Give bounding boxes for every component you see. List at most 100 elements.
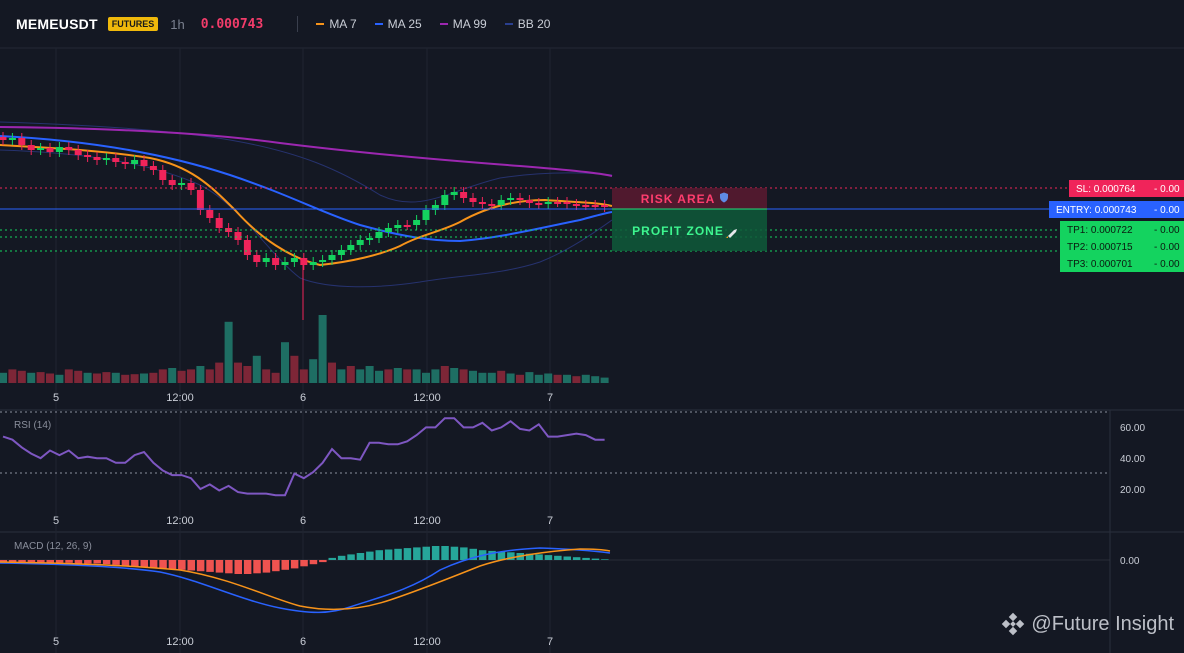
legend-label: MA 7 bbox=[329, 17, 357, 31]
volume-bar bbox=[393, 368, 402, 383]
ma7-swatch-icon bbox=[316, 23, 325, 25]
candle-body bbox=[497, 200, 505, 205]
macd-hist-bar bbox=[121, 560, 130, 566]
time-axis-rsi: 5 12:00 6 12:00 7 bbox=[53, 515, 553, 527]
time-label: 6 bbox=[300, 515, 306, 527]
volume-bar bbox=[553, 374, 562, 383]
volume-bar bbox=[64, 369, 73, 383]
tp3-label-text: TP3: 0.000701 bbox=[1067, 259, 1133, 270]
chart-header: MEMEUSDT FUTURES 1h 0.000743 MA 7 MA 25 … bbox=[0, 0, 1184, 48]
macd-hist-bar bbox=[8, 560, 17, 563]
binance-logo-icon bbox=[1002, 612, 1025, 636]
macd-hist-bar bbox=[375, 550, 383, 560]
rsi-tick: 60.00 bbox=[1120, 423, 1145, 434]
bb20-swatch-icon bbox=[504, 23, 513, 25]
macd-hist-bar bbox=[243, 560, 252, 574]
macd-hist-bar bbox=[563, 556, 571, 560]
interval-selector[interactable]: 1h bbox=[170, 16, 185, 32]
volume-bar bbox=[440, 366, 449, 383]
macd-hist-bar bbox=[206, 560, 214, 572]
volume-bar bbox=[271, 372, 280, 383]
time-label: 6 bbox=[300, 636, 306, 648]
candle-body bbox=[281, 262, 289, 265]
candle-body bbox=[253, 255, 261, 262]
volume-bar bbox=[149, 372, 158, 383]
volume-bars bbox=[0, 315, 609, 383]
candle-body bbox=[55, 147, 63, 152]
legend-ma99[interactable]: MA 99 bbox=[439, 17, 487, 31]
time-label: 12:00 bbox=[413, 636, 441, 648]
candle-body bbox=[328, 255, 336, 260]
bb-lower bbox=[0, 149, 613, 288]
volume-bar bbox=[83, 372, 92, 383]
time-label: 5 bbox=[53, 392, 59, 404]
macd-hist-bar bbox=[328, 557, 336, 560]
macd-hist-bar bbox=[460, 547, 468, 560]
rocket-flame-icon bbox=[726, 236, 728, 238]
candle-body bbox=[46, 148, 54, 152]
volume-bar bbox=[168, 368, 177, 383]
macd-hist-bar bbox=[253, 560, 261, 574]
candle-body bbox=[525, 200, 533, 203]
candlesticks bbox=[0, 132, 609, 320]
macd-hist-bar bbox=[0, 560, 7, 563]
candle-body bbox=[112, 158, 120, 162]
legend-label: MA 99 bbox=[452, 17, 487, 31]
last-price: 0.000743 bbox=[200, 16, 264, 32]
entry-price-label[interactable]: ENTRY: 0.000743 - 0.00 bbox=[1049, 201, 1184, 218]
legend-label: BB 20 bbox=[517, 17, 551, 31]
volume-bar bbox=[450, 368, 459, 383]
macd-hist-bar bbox=[525, 553, 534, 560]
candle-body bbox=[187, 183, 195, 190]
volume-bar bbox=[534, 374, 543, 383]
candle-body bbox=[149, 166, 157, 170]
volume-bar bbox=[506, 373, 515, 383]
macd-hist-bar bbox=[309, 560, 318, 565]
volume-bar bbox=[516, 374, 524, 383]
macd-hist-bar bbox=[187, 560, 195, 571]
volume-bar bbox=[121, 374, 130, 383]
candle-body bbox=[309, 262, 317, 265]
macd-hist-bar bbox=[431, 546, 440, 560]
macd-hist-bar bbox=[55, 560, 64, 563]
symbol-name[interactable]: MEMEUSDT bbox=[16, 16, 98, 32]
candle-body bbox=[441, 195, 449, 205]
candle-body bbox=[544, 202, 552, 204]
candle-body bbox=[478, 202, 486, 204]
candle-body bbox=[366, 238, 374, 240]
volume-bar bbox=[487, 372, 496, 383]
legend-ma7[interactable]: MA 7 bbox=[316, 17, 357, 31]
macd-hist-bar bbox=[384, 549, 393, 560]
macd-hist-bar bbox=[572, 557, 581, 560]
volume-bar bbox=[27, 372, 36, 383]
volume-bar bbox=[252, 355, 261, 383]
rocket-icon bbox=[728, 229, 737, 238]
volume-bar bbox=[591, 376, 600, 383]
macd-hist-bar bbox=[403, 548, 412, 560]
macd-hist-bar bbox=[300, 560, 308, 567]
legend-bb20[interactable]: BB 20 bbox=[504, 17, 551, 31]
volume-bar bbox=[8, 369, 17, 383]
candle-body bbox=[300, 258, 308, 265]
volume-bar bbox=[187, 369, 195, 383]
volume-bar bbox=[422, 372, 430, 383]
macd-hist-bar bbox=[18, 560, 26, 563]
ma25-line bbox=[0, 135, 613, 243]
sl-price-label[interactable]: SL: 0.000764 - 0.00 bbox=[1069, 180, 1184, 197]
candle-body bbox=[140, 160, 148, 166]
macd-histogram bbox=[0, 546, 609, 574]
volume-bar bbox=[600, 377, 609, 383]
macd-hist-bar bbox=[601, 559, 609, 560]
volume-bar bbox=[299, 369, 308, 383]
candle-body bbox=[601, 205, 609, 207]
tp-price-labels[interactable]: TP1: 0.000722 - 0.00 TP2: 0.000715 - 0.0… bbox=[1060, 221, 1184, 272]
rsi-line bbox=[2, 417, 605, 497]
time-label: 7 bbox=[547, 392, 553, 404]
candle-body bbox=[356, 240, 364, 245]
tp3-value-text: - 0.00 bbox=[1154, 259, 1180, 270]
candle-body bbox=[262, 258, 270, 262]
macd-tick: 0.00 bbox=[1120, 556, 1140, 567]
volume-bar bbox=[309, 359, 318, 383]
legend-ma25[interactable]: MA 25 bbox=[374, 17, 422, 31]
